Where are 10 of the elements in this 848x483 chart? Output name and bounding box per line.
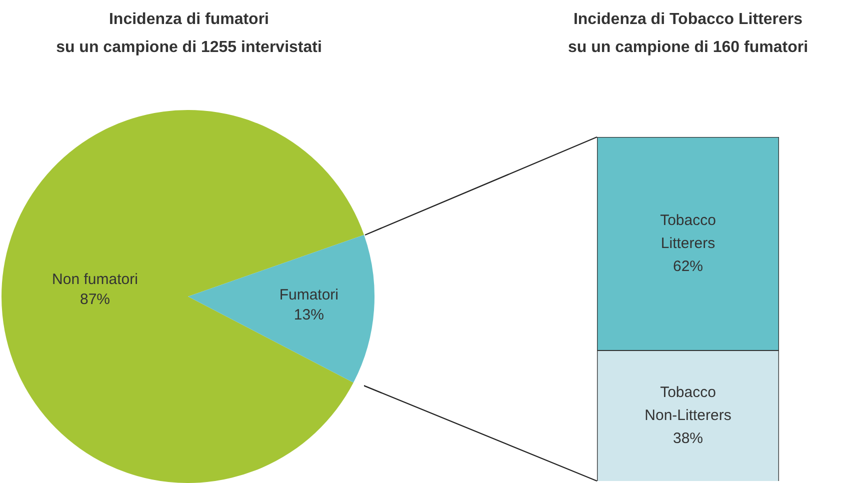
chart-title: Incidenza di Tobacco Litterers su un campione di 160 fumatori: [566, 10, 810, 58]
series-label: Tobacco Non-Litterers: [644, 384, 732, 424]
data-label: 62%: [672, 258, 704, 275]
slice-label: Fumatori: [279, 286, 339, 304]
chart-title: Incidenza di fumatori su un campione di 1255 intervistati: [55, 10, 323, 58]
data-label: 13%: [294, 306, 324, 324]
data-label: 38%: [672, 430, 704, 447]
data-label: 87%: [80, 290, 110, 308]
series-label: Tobacco Litterers: [660, 212, 716, 252]
slice-label: Non fumatori: [52, 270, 138, 288]
